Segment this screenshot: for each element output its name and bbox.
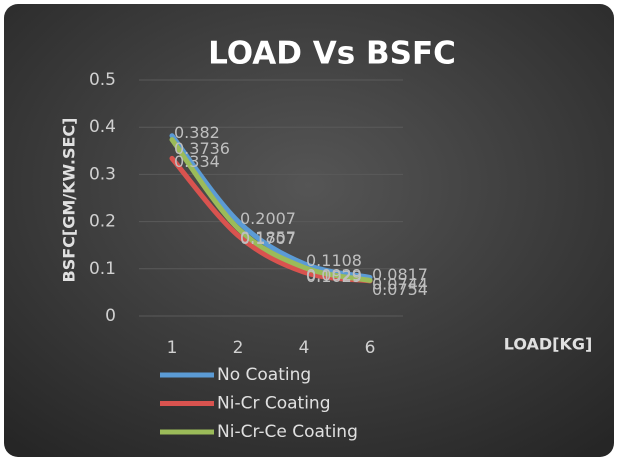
data-label: 0.0929 bbox=[306, 266, 362, 285]
line bbox=[169, 137, 373, 283]
background bbox=[4, 4, 614, 457]
data-label: 0.0817 bbox=[372, 265, 428, 284]
data-label: 0.0744 bbox=[372, 274, 428, 293]
y-tick-label: 0.2 bbox=[89, 212, 116, 232]
data-label: 0.382 bbox=[174, 123, 220, 142]
y-axis-title: BSFC[GM/KW.SEC] bbox=[60, 118, 79, 283]
x-tick-label: 6 bbox=[365, 338, 376, 358]
line bbox=[169, 133, 373, 280]
data-label: 0.0754 bbox=[372, 280, 428, 299]
y-tick-label: 0 bbox=[105, 306, 116, 326]
data-label: 0.1108 bbox=[306, 251, 362, 270]
data-label: 0.334 bbox=[174, 152, 220, 171]
data-label: 0.2007 bbox=[240, 209, 296, 228]
chart-title: LOAD Vs BSFC bbox=[208, 36, 456, 72]
x-axis-title: LOAD[KG] bbox=[504, 335, 593, 354]
y-tick-label: 0.1 bbox=[89, 259, 116, 279]
y-tick-label: 0.5 bbox=[89, 70, 116, 90]
data-label: 0.1707 bbox=[240, 229, 296, 248]
x-tick-label: 2 bbox=[233, 338, 244, 358]
x-tick-label: 4 bbox=[299, 338, 310, 358]
data-label: 0.3736 bbox=[174, 139, 230, 158]
x-tick-label: 1 bbox=[167, 338, 178, 358]
legend-label: Ni-Cr-Ce Coating bbox=[217, 422, 358, 442]
y-tick-label: 0.4 bbox=[89, 117, 116, 137]
line bbox=[169, 155, 373, 284]
data-label: 0.1029 bbox=[306, 267, 362, 286]
legend-label: No Coating bbox=[217, 365, 311, 385]
y-tick-label: 0.3 bbox=[89, 164, 116, 184]
legend-label: Ni-Cr Coating bbox=[217, 394, 330, 414]
data-label: 0.1857 bbox=[240, 228, 296, 247]
